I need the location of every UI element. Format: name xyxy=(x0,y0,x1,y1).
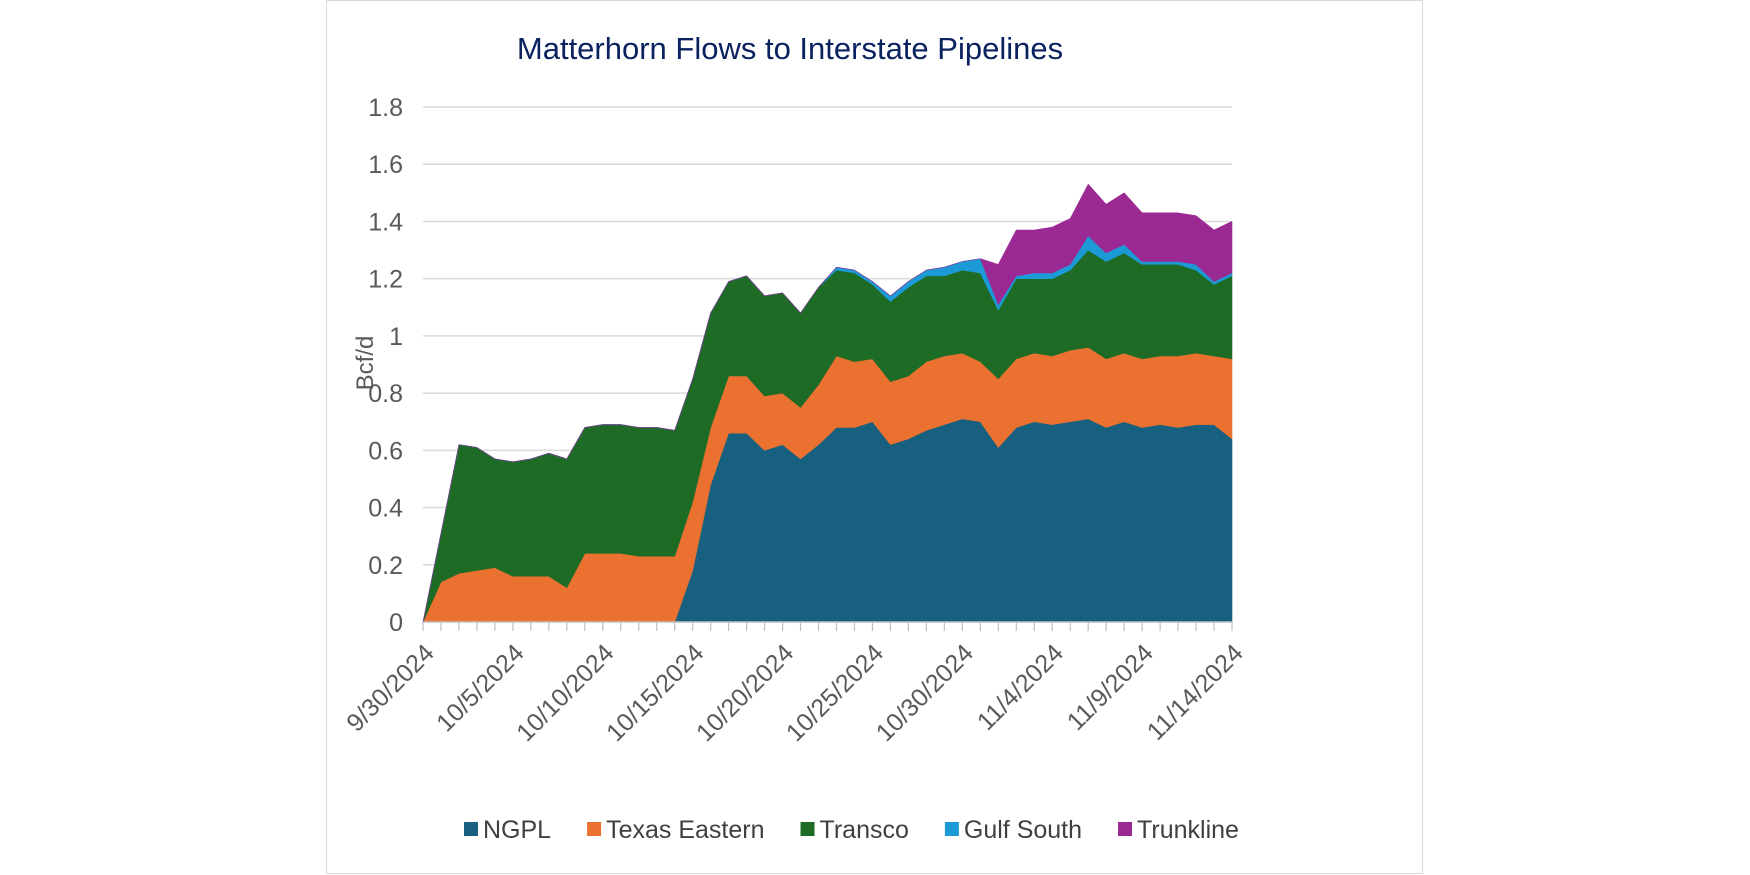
x-tick-labels: 9/30/202410/5/202410/10/202410/15/202410… xyxy=(341,639,1249,747)
x-tick-label: 10/30/2024 xyxy=(871,639,979,747)
y-tick-label: 1.8 xyxy=(368,94,403,122)
area-series-group xyxy=(422,183,1233,623)
chart-title: Matterhorn Flows to Interstate Pipelines xyxy=(517,31,1063,66)
y-tick-label: 1.4 xyxy=(368,208,403,236)
y-tick-label: 0.2 xyxy=(368,552,403,580)
x-tick-label: 11/4/2024 xyxy=(972,639,1069,736)
legend-swatch-ngpl xyxy=(464,822,478,836)
x-tick-label: 11/9/2024 xyxy=(1062,639,1159,736)
legend: NGPL Texas Eastern Transco Gulf South Trunkl… xyxy=(464,816,1239,844)
legend-label-trunkline: Trunkline xyxy=(1137,816,1239,844)
y-tick-label: 1.2 xyxy=(368,266,403,294)
legend-label-texas-eastern: Texas Eastern xyxy=(606,816,764,844)
legend-label-ngpl: NGPL xyxy=(483,816,551,844)
chart-svg: Matterhorn Flows to Interstate Pipelines… xyxy=(341,31,1249,844)
y-tick-label: 0.4 xyxy=(368,495,403,523)
y-axis-label: Bcf/d xyxy=(352,336,379,391)
y-tick-label: 1 xyxy=(389,323,403,351)
x-tick-label: 9/30/2024 xyxy=(341,639,440,738)
y-tick-labels: 0 0.2 0.4 0.6 0.8 1 1.2 1.4 1.6 1.8 xyxy=(368,94,403,637)
legend-swatch-gulf-south xyxy=(944,822,959,836)
legend-swatch-texas-eastern xyxy=(587,822,602,836)
legend-swatch-trunkline xyxy=(1118,822,1133,836)
y-tick-label: 0.6 xyxy=(368,437,403,465)
x-tick-label: 11/14/2024 xyxy=(1142,639,1249,746)
legend-swatch-transco xyxy=(800,822,815,836)
y-tick-label: 0 xyxy=(389,609,403,637)
legend-label-transco: Transco xyxy=(820,816,909,844)
y-tick-label: 1.6 xyxy=(368,151,403,179)
area-trunkline xyxy=(422,183,1233,623)
legend-label-gulf-south: Gulf South xyxy=(964,816,1082,844)
y-tick-label: 0.8 xyxy=(368,380,403,408)
chart-frame: Matterhorn Flows to Interstate Pipelines… xyxy=(326,0,1423,874)
axes xyxy=(422,621,1233,631)
